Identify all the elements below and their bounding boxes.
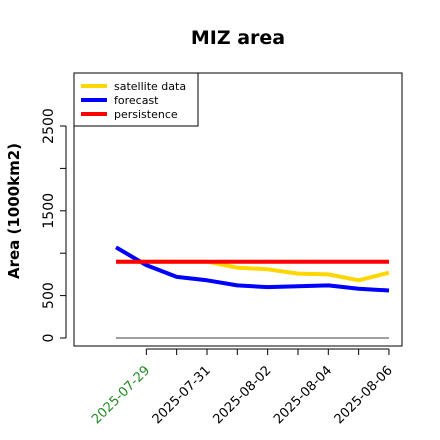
x-tick-label: 2025-08-04 <box>271 363 335 427</box>
series-line-forecast <box>114 245 390 293</box>
chart-title: MIZ area <box>191 27 285 49</box>
y-tick-label: 1500 <box>41 193 57 229</box>
legend-label: satellite data <box>114 80 186 93</box>
plot-frame <box>73 72 403 347</box>
x-axis: 2025-07-292025-07-312025-08-022025-08-04… <box>89 348 396 427</box>
legend-label: persistence <box>114 108 178 121</box>
series-layer <box>114 245 390 339</box>
y-axis-label: Area (1000km2) <box>5 143 23 279</box>
x-tick-label: 2025-08-06 <box>332 363 396 427</box>
y-axis: 0 500 1500 2500 <box>41 108 67 343</box>
x-tick-label: 2025-08-02 <box>210 363 274 427</box>
y-tick-label: 0 <box>41 334 57 343</box>
y-tick-label: 500 <box>41 282 57 309</box>
x-tick-label: 2025-07-29 <box>89 363 153 427</box>
legend-label: forecast <box>114 94 159 107</box>
y-tick-label: 2500 <box>41 108 57 144</box>
x-tick-label: 2025-07-31 <box>150 363 214 427</box>
